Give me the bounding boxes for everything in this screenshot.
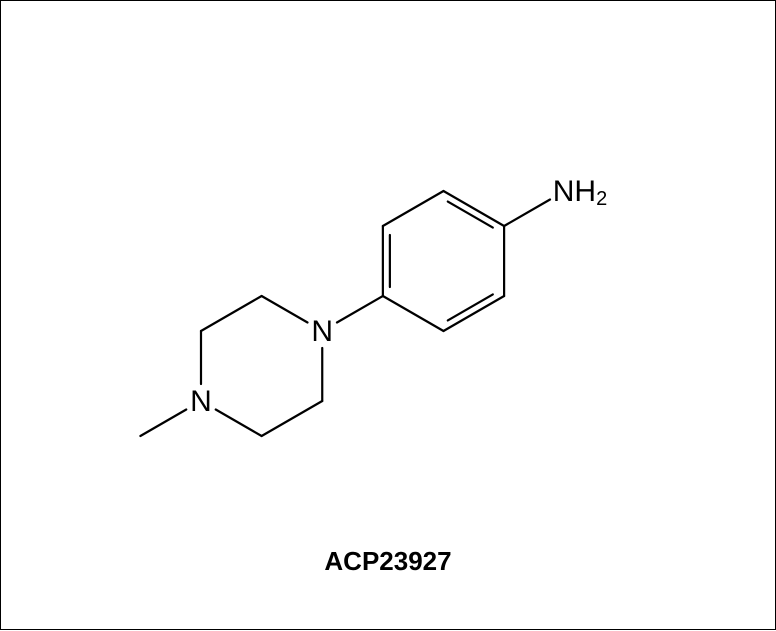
molecule-diagram: N N NH2 (1, 1, 776, 631)
atom-label: N (190, 385, 212, 418)
figure-frame: N N NH2 ACP23927 (0, 0, 776, 630)
atom-label: NH2 (553, 175, 607, 211)
atom-label: N (311, 315, 333, 348)
compound-caption: ACP23927 (1, 546, 775, 577)
compound-id: ACP23927 (324, 546, 451, 576)
